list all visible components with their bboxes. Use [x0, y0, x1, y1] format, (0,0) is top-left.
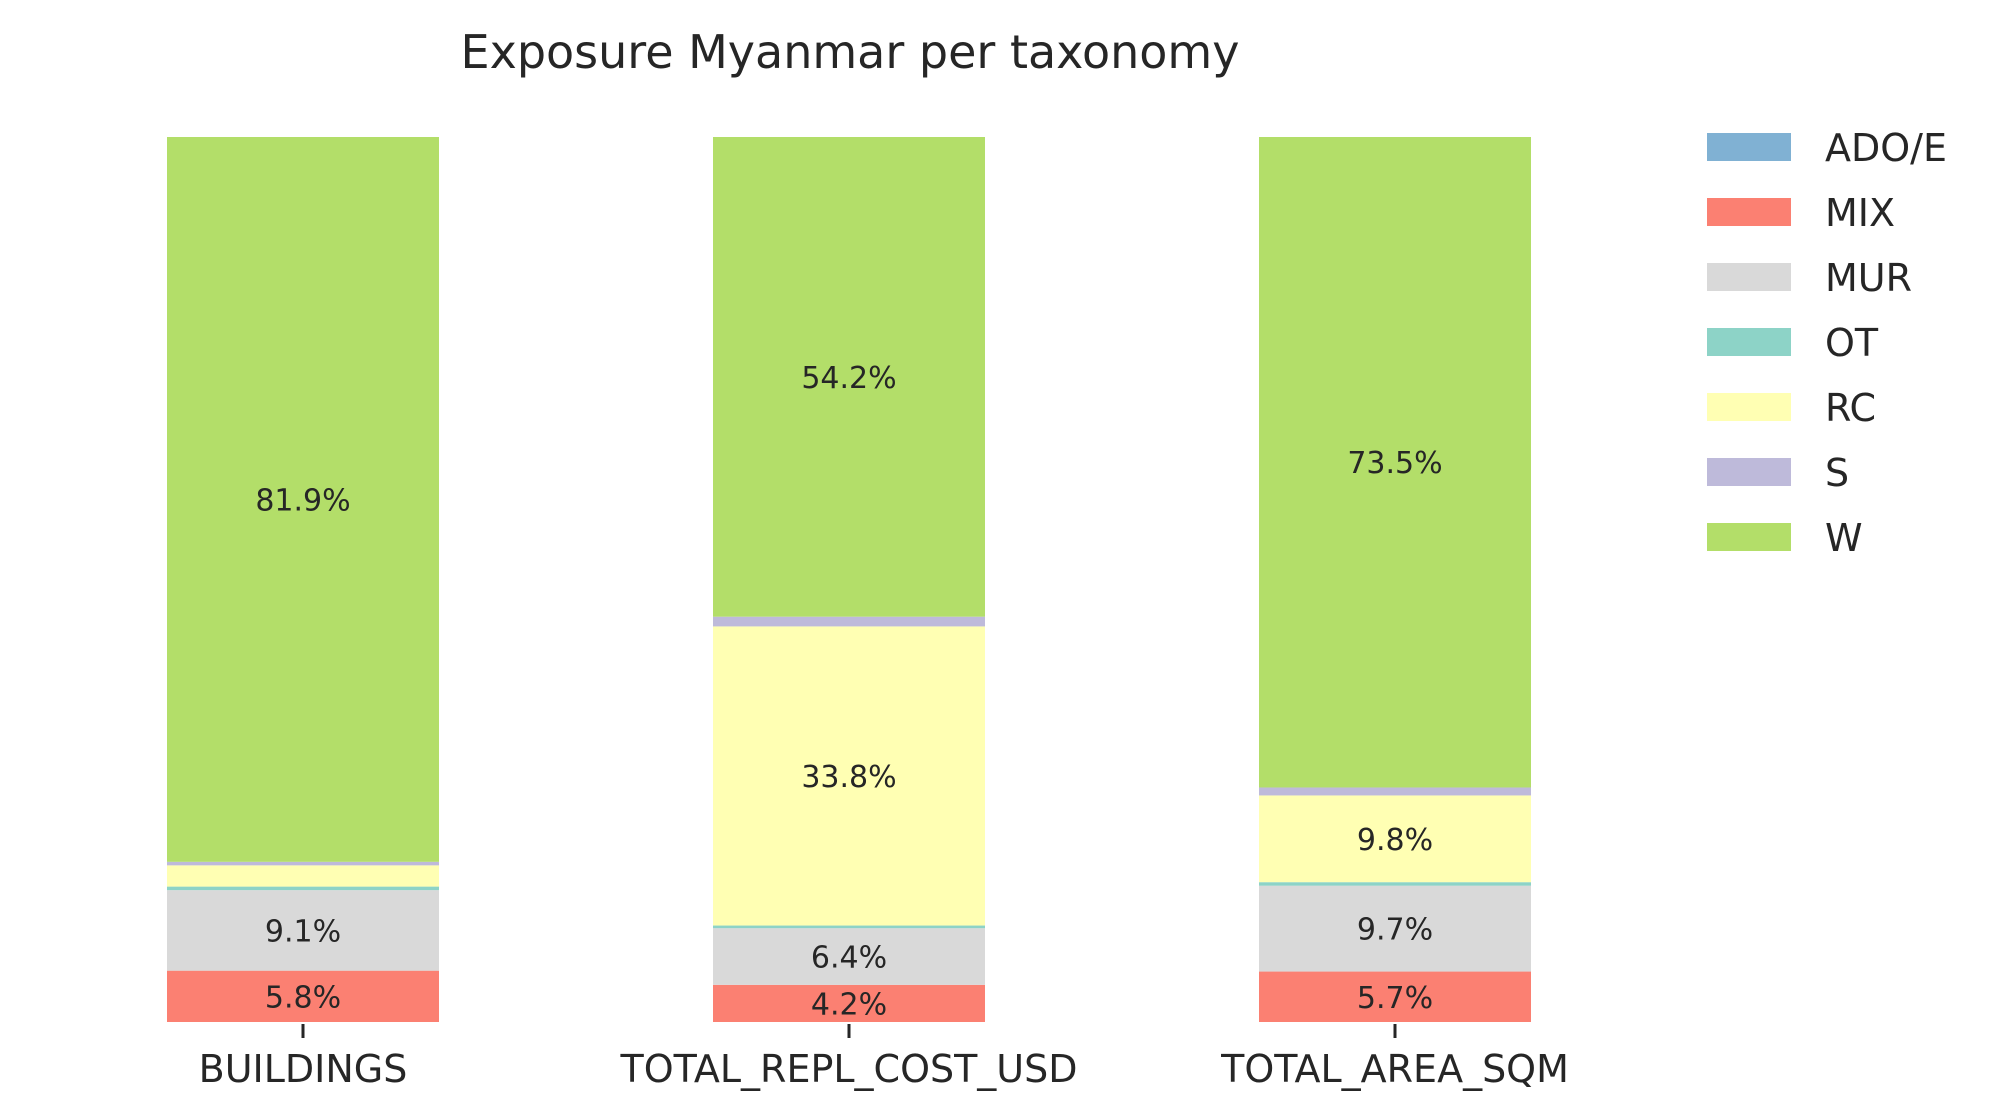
bar-segment-total-repl-cost-usd-rc: [713, 626, 985, 926]
data-label-total-area-sqm-w: 73.5%: [1347, 446, 1442, 481]
data-label-buildings-w: 81.9%: [255, 483, 350, 518]
data-label-buildings-mix: 5.8%: [265, 980, 341, 1015]
bar-segment-buildings-s: [167, 861, 439, 866]
bar-segment-total-area-sqm-w: [1259, 137, 1531, 788]
bar-segment-total-repl-cost-usd-mur: [713, 928, 985, 985]
x-axis: BUILDINGS TOTAL_REPL_COST_USD TOTAL_AREA_S…: [199, 1024, 1569, 1091]
data-label-total-repl-cost-usd-mur: 6.4%: [811, 941, 887, 976]
bar-segment-buildings-w: [167, 137, 439, 862]
legend-swatch-s: [1707, 458, 1791, 486]
legend-item-s: S: [1707, 451, 1849, 495]
bar-stack-buildings: 5.8% 9.1% 81.9%: [167, 137, 439, 1022]
legend-label-mix: MIX: [1825, 191, 1895, 235]
bar-segment-total-area-sqm-mur: [1259, 885, 1531, 972]
legend-label-mur: MUR: [1825, 256, 1912, 300]
bar-segment-buildings-rc: [167, 865, 439, 887]
bar-segment-total-area-sqm-ot: [1259, 882, 1531, 886]
data-label-total-area-sqm-mix: 5.7%: [1357, 981, 1433, 1016]
legend-label-rc: RC: [1825, 386, 1876, 430]
bar-segment-buildings-mur: [167, 890, 439, 971]
chart-title: Exposure Myanmar per taxonomy: [461, 25, 1240, 79]
data-label-buildings-mur: 9.1%: [265, 914, 341, 949]
legend: ADO/E MIX MUR OT RC SW: [1707, 126, 1947, 560]
bar-segment-total-area-sqm-s: [1259, 787, 1531, 796]
data-label-total-repl-cost-usd-w: 54.2%: [801, 361, 896, 396]
bars-layer: 5.8% 9.1% 81.9% 4.2% 6.4% 33.8% 54.2% 5.7% 9.7% 9…: [167, 137, 1531, 1022]
bar-segment-total-area-sqm-rc: [1259, 795, 1531, 883]
data-label-total-repl-cost-usd-mix: 4.2%: [811, 987, 887, 1022]
legend-item-ado-e: ADO/E: [1707, 126, 1947, 170]
legend-item-mix: MIX: [1707, 191, 1895, 235]
bar-segment-total-repl-cost-usd-w: [713, 137, 985, 617]
bar-segment-buildings-ot: [167, 886, 439, 891]
legend-item-ot: OT: [1707, 321, 1879, 365]
bar-segment-total-repl-cost-usd-ot: [713, 925, 985, 929]
legend-swatch-rc: [1707, 393, 1791, 421]
data-label-total-area-sqm-mur: 9.7%: [1357, 913, 1433, 948]
bar-segment-total-repl-cost-usd-mix: [713, 984, 985, 1022]
legend-item-mur: MUR: [1707, 256, 1912, 300]
legend-label-ot: OT: [1825, 321, 1879, 365]
legend-swatch-w: [1707, 523, 1791, 551]
legend-swatch-ado-e: [1707, 133, 1791, 161]
legend-item-rc: RC: [1707, 386, 1876, 430]
data-label-total-repl-cost-usd-rc: 33.8%: [801, 760, 896, 795]
bar-segment-total-repl-cost-usd-s: [713, 616, 985, 627]
legend-swatch-ot: [1707, 328, 1791, 356]
legend-item-w: W: [1707, 516, 1863, 560]
legend-swatch-mur: [1707, 263, 1791, 291]
legend-label-w: W: [1825, 516, 1863, 560]
x-tick-label-buildings: BUILDINGS: [199, 1047, 408, 1091]
bar-segment-buildings-mix: [167, 970, 439, 1022]
legend-swatch-mix: [1707, 198, 1791, 226]
x-tick-label-total-repl-cost-usd: TOTAL_REPL_COST_USD: [619, 1047, 1077, 1091]
data-label-total-area-sqm-rc: 9.8%: [1357, 823, 1433, 858]
bar-segment-total-area-sqm-mix: [1259, 971, 1531, 1022]
bar-stack-total-area-sqm: 5.7% 9.7% 9.8% 73.5%: [1259, 137, 1531, 1022]
legend-label-ado-e: ADO/E: [1825, 126, 1947, 170]
x-tick-label-total-area-sqm: TOTAL_AREA_SQM: [1220, 1047, 1569, 1091]
bar-stack-total-repl-cost-usd: 4.2% 6.4% 33.8% 54.2%: [713, 137, 985, 1022]
legend-label-s: S: [1825, 451, 1849, 495]
